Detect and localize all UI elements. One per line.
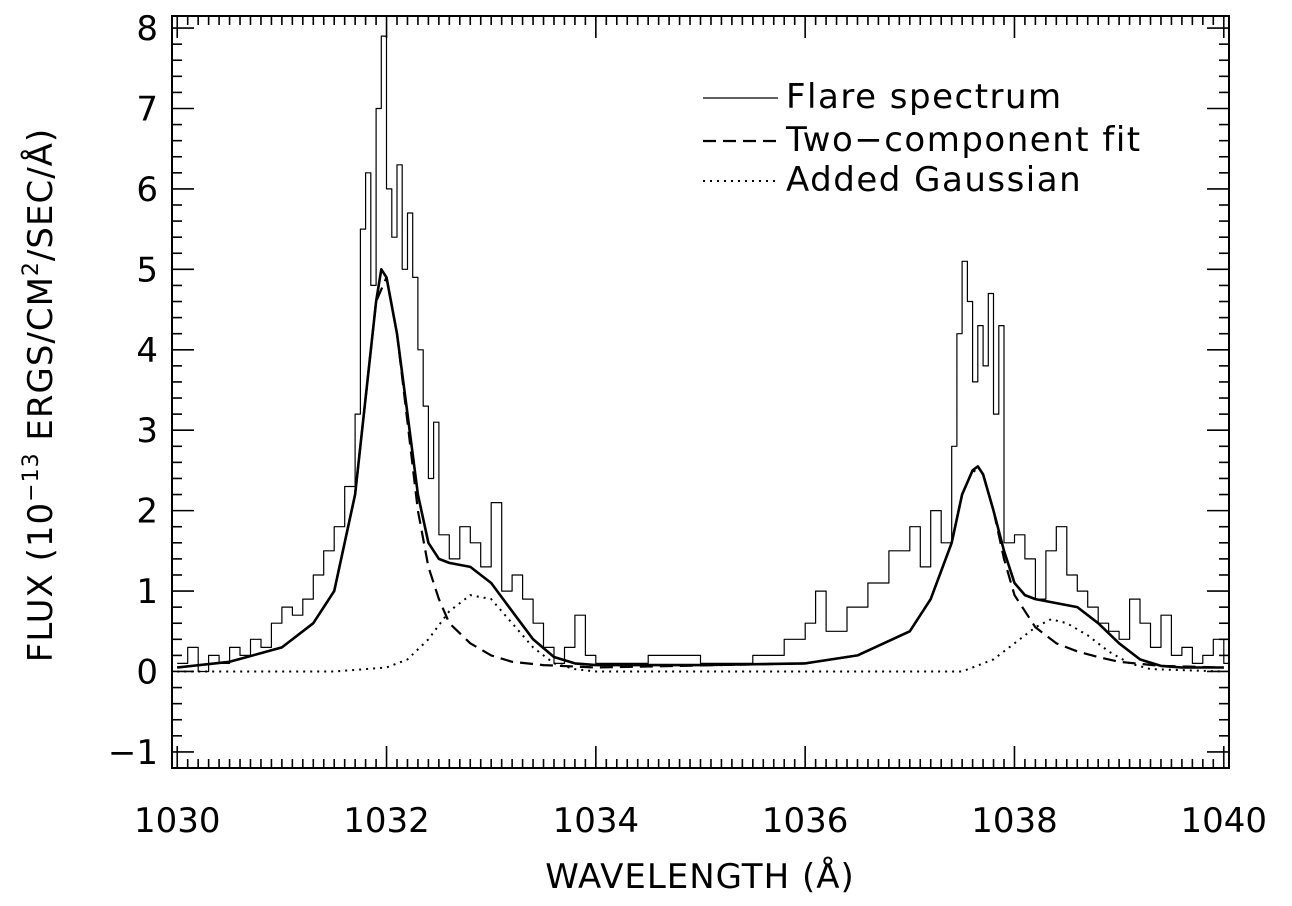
legend-label-added-gaussian: Added Gaussian (786, 160, 1082, 200)
axis-ticks (172, 16, 1229, 768)
series-two-component-fit (177, 268, 1224, 669)
legend-label-flare-spectrum: Flare spectrum (786, 77, 1063, 117)
y-tick-label: 0 (136, 652, 158, 692)
y-axis-label-prefix: FLUX (10 (21, 502, 61, 662)
x-tick-label: 1040 (1181, 801, 1268, 841)
x-tick-label: 1036 (762, 801, 849, 841)
y-tick-label: 3 (136, 411, 158, 451)
y-tick-label: 6 (136, 170, 158, 210)
y-axis-label-exponent: −13 (19, 452, 44, 501)
x-tick-label: 1034 (553, 801, 640, 841)
y-tick-label: −1 (108, 733, 158, 773)
x-tick-label: 1038 (971, 801, 1058, 841)
y-axis-label: FLUX (10−13 ERGS/CM2/SEC/Å) (19, 128, 61, 662)
series-dashed-component (177, 276, 1224, 669)
y-tick-label: 4 (136, 331, 158, 371)
x-tick-label: 1030 (134, 801, 221, 841)
y-tick-label: 5 (136, 250, 158, 290)
y-tick-label: 8 (136, 9, 158, 49)
x-axis-label: WAVELENGTH (Å) (545, 856, 855, 897)
y-axis-label-square: 2 (19, 261, 44, 276)
x-tick-label: 1032 (343, 801, 430, 841)
y-tick-labels: −1 0 1 2 3 4 5 6 7 8 (108, 9, 158, 773)
y-tick-label: 1 (136, 572, 158, 612)
y-axis-label-suffix: /SEC/Å) (20, 128, 61, 261)
y-axis-label-middle: ERGS/CM (21, 276, 61, 452)
series-flare-spectrum (177, 35, 1229, 673)
legend: Flare spectrum Two−component fit Added G… (703, 77, 1142, 200)
legend-label-two-component-fit: Two−component fit (785, 120, 1142, 160)
x-tick-labels: 1030 1032 1034 1036 1038 1040 (134, 801, 1267, 841)
y-tick-label: 7 (136, 89, 158, 129)
y-tick-label: 2 (136, 492, 158, 532)
series-layer (177, 35, 1229, 673)
